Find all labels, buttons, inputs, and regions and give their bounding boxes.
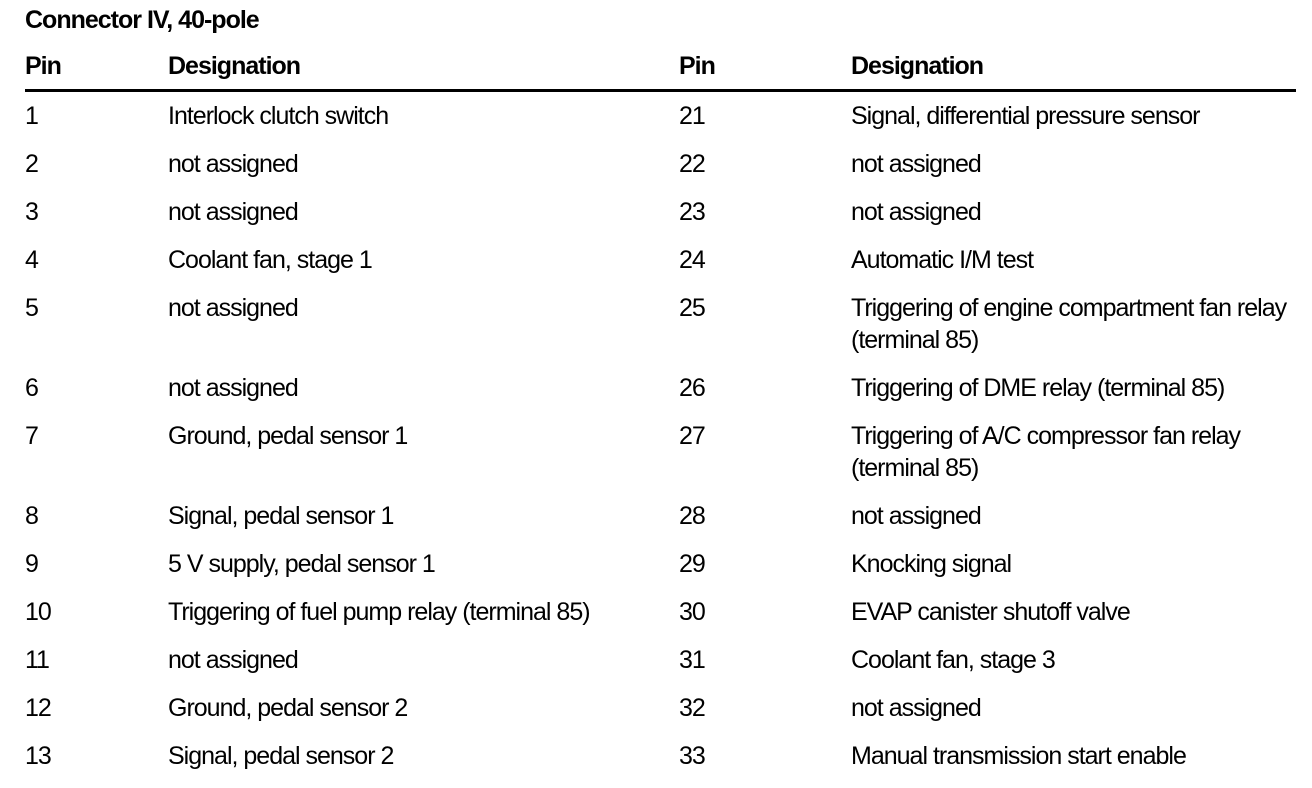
designation-cell: Knocking signal xyxy=(851,550,1012,578)
designation-cell: Signal, differential pressure sensor xyxy=(851,102,1200,130)
table-row: 2 not assigned 22 not assigned xyxy=(25,148,1296,180)
designation-cell: not assigned xyxy=(851,198,982,226)
designation-cell: Coolant fan, stage 3 xyxy=(851,646,1056,674)
pin-cell: 22 xyxy=(679,150,706,178)
designation-cell: not assigned xyxy=(851,694,982,722)
table-row: 9 5 V supply, pedal sensor 1 29 Knocking… xyxy=(25,548,1296,580)
table-row: 7 Ground, pedal sensor 1 27 Triggering o… xyxy=(25,420,1296,484)
pin-cell: 31 xyxy=(679,646,706,674)
designation-cell: EVAP canister shutoff valve xyxy=(851,598,1131,626)
pin-cell: 30 xyxy=(679,598,706,626)
designation-cell: Ground, pedal sensor 2 xyxy=(168,694,408,722)
pin-cell: 11 xyxy=(25,646,50,674)
designation-cell: 5 V supply, pedal sensor 1 xyxy=(168,550,436,578)
table-row: 11 not assigned 31 Coolant fan, stage 3 xyxy=(25,644,1296,676)
column-header-pin-left: Pin xyxy=(25,52,62,80)
pin-cell: 10 xyxy=(25,598,52,626)
pin-cell: 3 xyxy=(25,198,39,226)
pin-cell: 6 xyxy=(25,374,39,402)
page-title: Connector IV, 40-pole xyxy=(25,6,260,34)
table-row: 8 Signal, pedal sensor 1 28 not assigned xyxy=(25,500,1296,532)
pin-cell: 27 xyxy=(679,422,706,450)
designation-cell: not assigned xyxy=(168,374,299,402)
pin-cell: 23 xyxy=(679,198,706,226)
table-body: 1 Interlock clutch switch 21 Signal, dif… xyxy=(25,92,1296,772)
pin-cell: 9 xyxy=(25,550,39,578)
pin-cell: 25 xyxy=(679,294,706,322)
table-row: 4 Coolant fan, stage 1 24 Automatic I/M … xyxy=(25,244,1296,276)
pin-cell: 2 xyxy=(25,150,39,178)
pin-cell: 24 xyxy=(679,246,706,274)
pin-cell: 5 xyxy=(25,294,39,322)
designation-cell: not assigned xyxy=(168,646,299,674)
pin-cell: 8 xyxy=(25,502,39,530)
designation-cell: Interlock clutch switch xyxy=(168,102,389,130)
table-row: 5 not assigned 25 Triggering of engine c… xyxy=(25,292,1296,356)
table-header: Pin Designation Pin Designation xyxy=(25,50,1296,92)
designation-cell: Triggering of DME relay (terminal 85) xyxy=(851,374,1225,402)
pin-cell: 28 xyxy=(679,502,706,530)
designation-cell: Triggering of engine compartment fan rel… xyxy=(851,294,1287,354)
pin-cell: 33 xyxy=(679,742,706,770)
designation-cell: Signal, pedal sensor 1 xyxy=(168,502,394,530)
table-row: 10 Triggering of fuel pump relay (termin… xyxy=(25,596,1296,628)
table-row: 1 Interlock clutch switch 21 Signal, dif… xyxy=(25,100,1296,132)
pin-cell: 29 xyxy=(679,550,706,578)
designation-cell: not assigned xyxy=(851,150,982,178)
pin-cell: 4 xyxy=(25,246,39,274)
designation-cell: Triggering of fuel pump relay (terminal … xyxy=(168,598,591,626)
column-header-designation-left: Designation xyxy=(168,52,301,80)
designation-cell: not assigned xyxy=(851,502,982,530)
column-header-pin-right: Pin xyxy=(679,52,716,80)
pin-cell: 12 xyxy=(25,694,52,722)
table-row: 12 Ground, pedal sensor 2 32 not assigne… xyxy=(25,692,1296,724)
pin-cell: 13 xyxy=(25,742,52,770)
pin-cell: 32 xyxy=(679,694,706,722)
pin-cell: 26 xyxy=(679,374,706,402)
designation-cell: Automatic I/M test xyxy=(851,246,1034,274)
designation-cell: not assigned xyxy=(168,198,299,226)
designation-cell: Manual transmission start enable xyxy=(851,742,1187,770)
table-row: 3 not assigned 23 not assigned xyxy=(25,196,1296,228)
pin-cell: 21 xyxy=(679,102,706,130)
table-row: 6 not assigned 26 Triggering of DME rela… xyxy=(25,372,1296,404)
designation-cell: not assigned xyxy=(168,294,299,322)
designation-cell: Coolant fan, stage 1 xyxy=(168,246,373,274)
designation-cell: Ground, pedal sensor 1 xyxy=(168,422,408,450)
pin-cell: 1 xyxy=(25,102,39,130)
pin-cell: 7 xyxy=(25,422,39,450)
column-header-designation-right: Designation xyxy=(851,52,984,80)
designation-cell: not assigned xyxy=(168,150,299,178)
designation-cell: Signal, pedal sensor 2 xyxy=(168,742,394,770)
designation-cell: Triggering of A/C compressor fan relay (… xyxy=(851,422,1241,482)
table-row: 13 Signal, pedal sensor 2 33 Manual tran… xyxy=(25,740,1296,772)
